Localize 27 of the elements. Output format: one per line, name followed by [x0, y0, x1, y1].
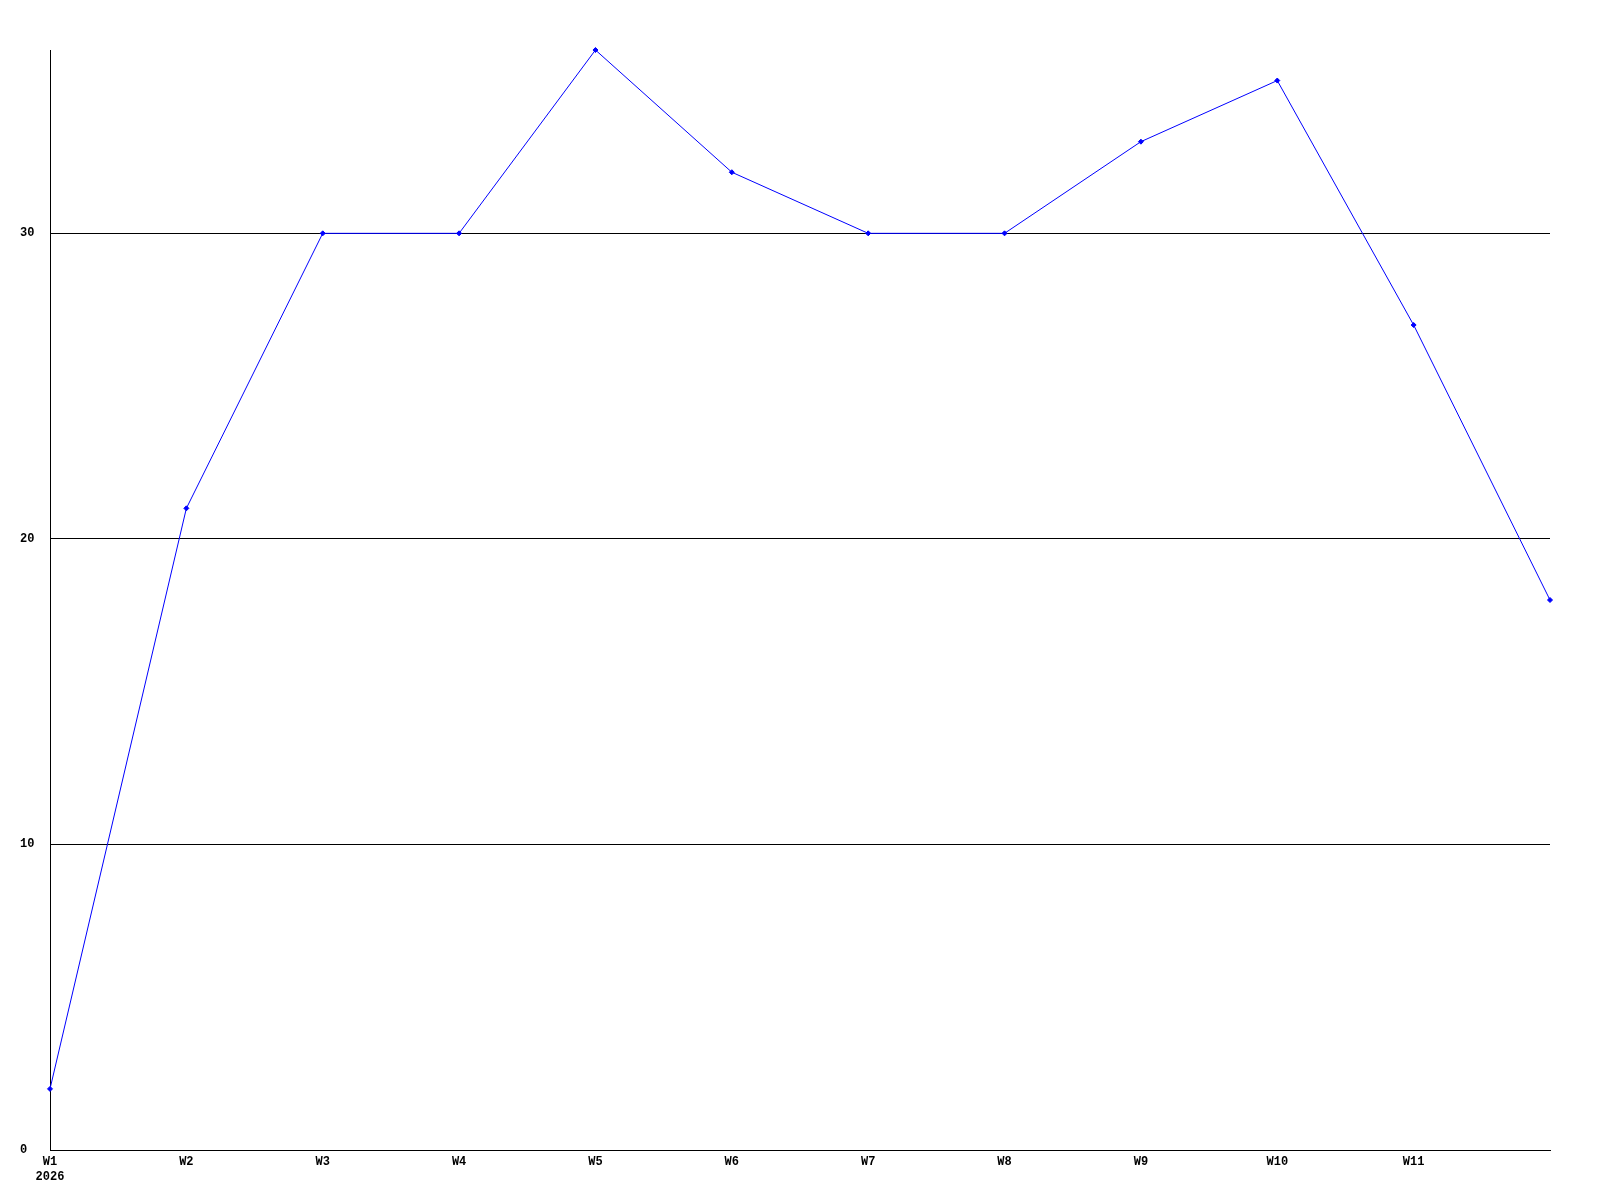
x-tick-label: W11 [1402, 1155, 1425, 1170]
point [1410, 322, 1417, 328]
y-tick-label: 0 [20, 1143, 28, 1158]
point [456, 230, 463, 237]
x-tick-label: W3 [315, 1155, 330, 1170]
x-tick-label: W9 [1133, 1155, 1149, 1170]
y-tick-label: 30 [20, 226, 35, 241]
x-tick-label: W2 [179, 1155, 194, 1170]
point [47, 1085, 53, 1092]
x-tick-label: W10 [1266, 1155, 1289, 1170]
point [1274, 77, 1281, 84]
x-tick-label: W6 [724, 1155, 740, 1170]
point [183, 505, 190, 512]
point [1137, 138, 1144, 145]
x-tick-label: W4 [451, 1155, 467, 1170]
x-tick-label: W8 [997, 1155, 1012, 1170]
point [592, 47, 599, 53]
point [728, 169, 735, 176]
point [1547, 597, 1553, 603]
y-tick-label: 20 [20, 531, 35, 546]
x-tick-label: W1 2026 [35, 1155, 65, 1184]
x-tick-label: W7 [860, 1155, 876, 1170]
x-tick-label: W5 [588, 1155, 603, 1170]
y-tick-label: 10 [20, 837, 35, 852]
point [1001, 230, 1008, 237]
point [319, 230, 326, 237]
point [865, 230, 872, 237]
